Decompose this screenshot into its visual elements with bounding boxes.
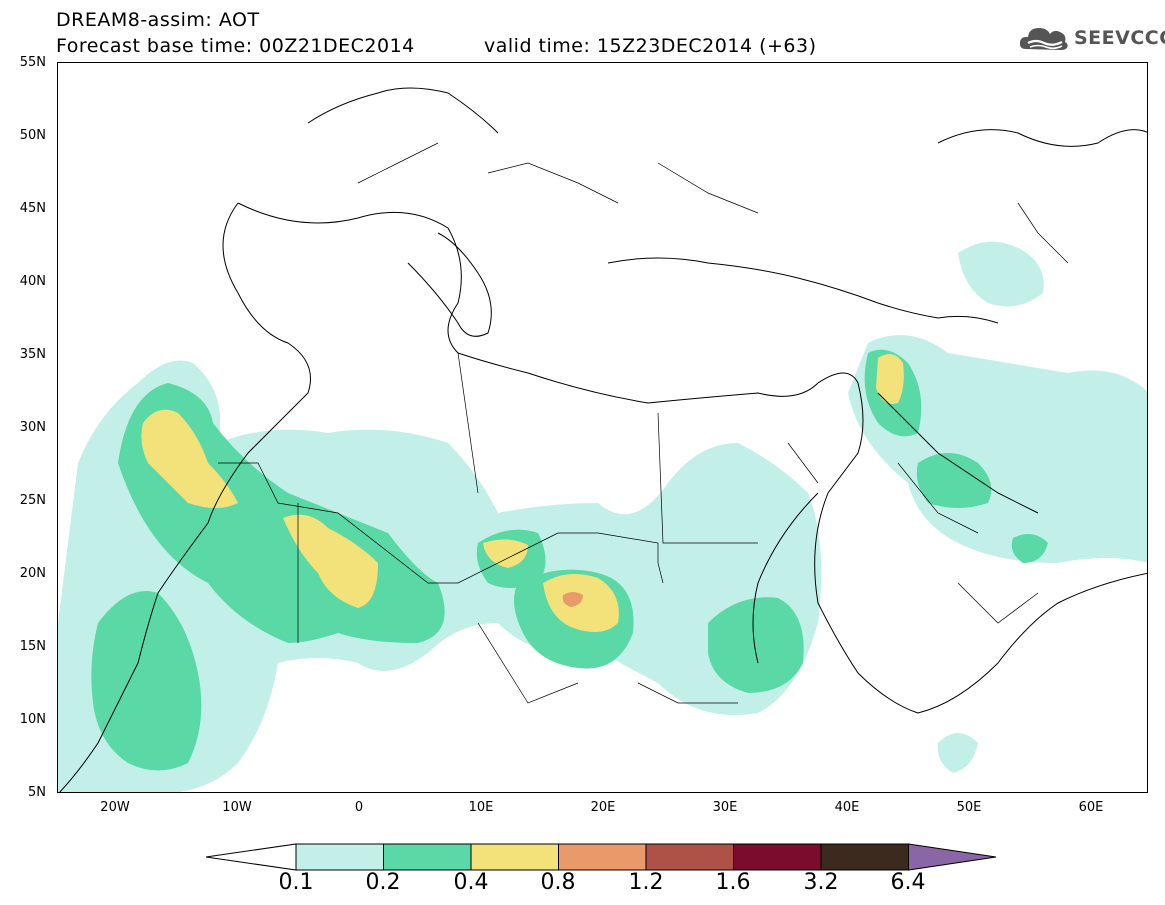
map-canvas bbox=[58, 87, 1147, 792]
lat-label: 50N bbox=[19, 128, 46, 143]
lat-label: 5N bbox=[28, 785, 46, 800]
colorbar-svg bbox=[205, 843, 997, 871]
lat-label: 40N bbox=[19, 274, 46, 289]
lat-label: 15N bbox=[19, 639, 46, 654]
colorbar-label: 0.1 bbox=[278, 870, 314, 895]
cloud-icon bbox=[1019, 28, 1068, 50]
lat-label: 25N bbox=[19, 493, 46, 508]
colorbar-label: 1.2 bbox=[628, 870, 664, 895]
lat-label: 20N bbox=[19, 566, 46, 581]
colorbar-label: 0.2 bbox=[365, 870, 401, 895]
coastlines bbox=[59, 87, 1147, 792]
lon-label: 30E bbox=[712, 800, 738, 815]
colorbar-segment bbox=[820, 843, 909, 871]
lon-label: 0 bbox=[354, 800, 364, 815]
lat-label: 45N bbox=[19, 201, 46, 216]
map-title: DREAM8-assim: AOT bbox=[56, 9, 260, 31]
forecast-base-time: Forecast base time: 00Z21DEC2014 bbox=[56, 35, 415, 57]
lat-label: 35N bbox=[19, 347, 46, 362]
colorbar-segment bbox=[558, 843, 647, 871]
aot-shading-peak bbox=[562, 592, 583, 607]
lon-label: 10E bbox=[468, 800, 494, 815]
lon-label: 10W bbox=[222, 800, 252, 815]
lon-label: 40E bbox=[834, 800, 860, 815]
seevccc-logo: SEEVCCC bbox=[1018, 22, 1165, 54]
colorbar-segment bbox=[383, 843, 472, 871]
aot-shading-high bbox=[141, 354, 904, 632]
colorbar-label: 0.4 bbox=[453, 870, 489, 895]
map-area bbox=[57, 62, 1148, 793]
colorbar-over-arrow bbox=[908, 843, 997, 871]
colorbar-segment bbox=[295, 843, 384, 871]
lat-label: 55N bbox=[19, 55, 46, 70]
country-borders bbox=[218, 142, 1069, 704]
lon-label: 20E bbox=[590, 800, 616, 815]
lon-label: 50E bbox=[956, 800, 982, 815]
colorbar bbox=[205, 840, 1000, 878]
logo-label: SEEVCCC bbox=[1074, 27, 1165, 49]
colorbar-label: 3.2 bbox=[803, 870, 839, 895]
lon-label: 60E bbox=[1078, 800, 1104, 815]
lat-label: 30N bbox=[19, 420, 46, 435]
colorbar-under-arrow bbox=[205, 843, 297, 871]
valid-time: valid time: 15Z23DEC2014 (+63) bbox=[484, 35, 817, 57]
colorbar-label: 6.4 bbox=[890, 870, 926, 895]
lat-label: 10N bbox=[19, 712, 46, 727]
colorbar-segment bbox=[470, 843, 559, 871]
lon-label: 20W bbox=[100, 800, 130, 815]
colorbar-label: 0.8 bbox=[540, 870, 576, 895]
colorbar-segment bbox=[733, 843, 822, 871]
colorbar-segment bbox=[645, 843, 734, 871]
colorbar-label: 1.6 bbox=[715, 870, 751, 895]
